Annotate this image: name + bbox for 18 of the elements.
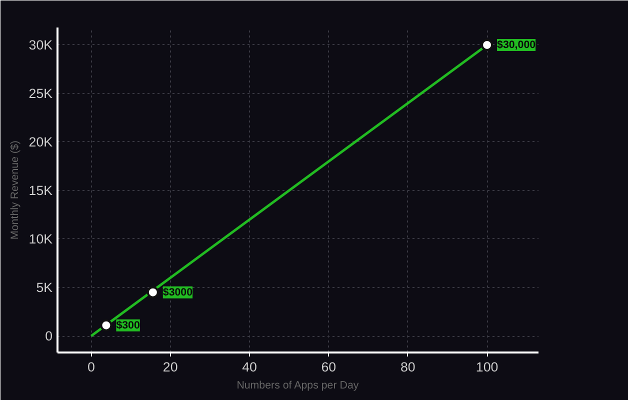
x-tick-label: 60 bbox=[321, 360, 336, 374]
x-tick-label: 0 bbox=[87, 360, 95, 374]
y-tick-label: 10K bbox=[28, 231, 53, 246]
annotation: $30,000 bbox=[497, 38, 536, 51]
annotation: $3000 bbox=[162, 286, 193, 298]
y-tick-label: 0 bbox=[45, 328, 53, 344]
x-tick-label: 80 bbox=[400, 360, 416, 374]
x-tick-label: 20 bbox=[162, 360, 178, 374]
y-axis-title: Monthly Revenue ($) bbox=[8, 140, 21, 240]
y-tick-label: 25K bbox=[28, 86, 53, 101]
x-tick-label: 40 bbox=[242, 360, 257, 374]
annotation: $300 bbox=[116, 319, 140, 332]
y-tick-label: 20K bbox=[28, 134, 53, 150]
x-tick-label: 100 bbox=[476, 360, 498, 374]
y-tick-label: 15K bbox=[28, 182, 53, 198]
y-tick-label: 5K bbox=[36, 280, 53, 295]
y-tick-label: 30K bbox=[28, 37, 53, 52]
x-axis-title: Numbers of Apps per Day bbox=[236, 380, 360, 392]
